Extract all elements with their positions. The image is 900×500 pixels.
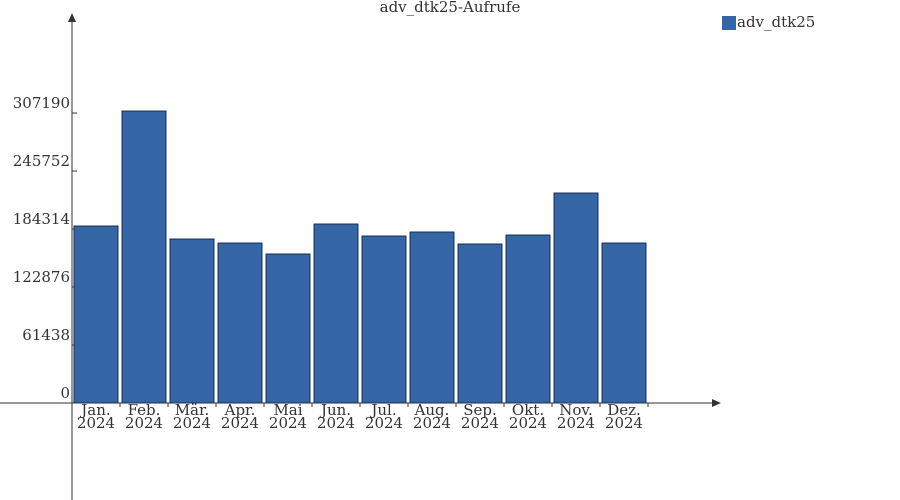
- bar: [505, 234, 551, 404]
- y-tick-label: 0: [60, 384, 70, 402]
- x-tick-label: 2024: [221, 414, 259, 432]
- bar: [601, 242, 647, 404]
- bar: [169, 238, 215, 404]
- x-tick-label: Sep.: [463, 401, 497, 419]
- x-axis-arrow: [712, 399, 721, 407]
- y-axis-arrow: [68, 13, 76, 22]
- x-tick-label: Nov.: [559, 401, 593, 419]
- x-tick-label: 2024: [365, 414, 403, 432]
- bar: [313, 223, 359, 404]
- x-tick-label: Feb.: [128, 401, 161, 419]
- x-tick-label: 2024: [605, 414, 643, 432]
- x-tick-label: Mai: [273, 401, 302, 419]
- bar: [409, 231, 455, 404]
- x-tick-label: 2024: [173, 414, 211, 432]
- x-tick-label: Jun.: [319, 401, 351, 419]
- x-tick-label: Jan.: [79, 401, 110, 419]
- legend-label: adv_dtk25: [737, 13, 815, 31]
- bar: [361, 235, 407, 404]
- x-tick-label: Aug.: [414, 401, 450, 419]
- bar: [457, 243, 503, 404]
- x-tick-label: 2024: [413, 414, 451, 432]
- y-tick-label: 245752: [13, 152, 70, 170]
- x-tick-label: Dez.: [607, 401, 641, 419]
- y-tick-label: 184314: [13, 210, 70, 228]
- x-tick-label: 2024: [461, 414, 499, 432]
- y-tick-label: 307190: [13, 94, 70, 112]
- bar: [121, 110, 167, 404]
- x-tick-label: 2024: [269, 414, 307, 432]
- x-tick-label: 2024: [125, 414, 163, 432]
- y-tick-label: 122876: [13, 268, 70, 286]
- x-tick-label: Okt.: [512, 401, 544, 419]
- legend-swatch: [722, 16, 736, 30]
- x-tick-label: Apr.: [224, 401, 256, 419]
- bar: [217, 242, 263, 404]
- x-tick-label: 2024: [77, 414, 115, 432]
- x-tick-label: 2024: [557, 414, 595, 432]
- x-tick-label: Jul.: [369, 401, 396, 419]
- bar: [553, 192, 599, 404]
- chart-title: adv_dtk25-Aufrufe: [380, 0, 521, 16]
- x-tick-label: Mär.: [175, 401, 210, 419]
- y-tick-label: 61438: [22, 326, 70, 344]
- bar: [73, 225, 119, 404]
- x-tick-label: 2024: [509, 414, 547, 432]
- bar: [265, 253, 311, 404]
- x-tick-label: 2024: [317, 414, 355, 432]
